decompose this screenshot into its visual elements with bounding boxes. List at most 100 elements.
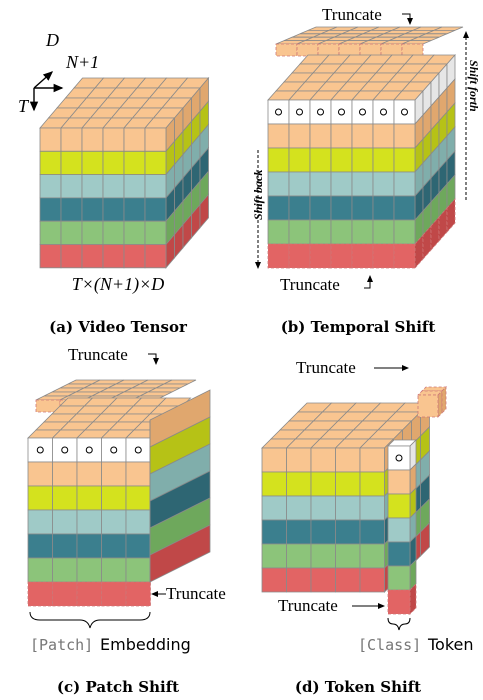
front-cell	[372, 243, 395, 269]
front-cell	[417, 394, 439, 418]
front-cell	[27, 533, 53, 559]
shape-label: T×(N+1)×D	[72, 274, 164, 295]
front-cell	[330, 219, 353, 245]
truncate-label: Truncate	[68, 345, 128, 364]
front-cell	[310, 471, 336, 497]
front-cell	[393, 243, 416, 269]
front-cell	[387, 541, 411, 567]
front-cell	[76, 581, 102, 607]
front-cell	[288, 195, 311, 221]
front-cell	[286, 447, 312, 473]
brace	[29, 611, 151, 629]
front-cell	[76, 461, 102, 487]
front-cell	[393, 123, 416, 149]
marker	[296, 108, 303, 116]
front-cell	[286, 495, 312, 521]
caption: (c) Patch Shift	[57, 678, 179, 696]
caption: (d) Token Shift	[295, 678, 421, 696]
marker	[359, 108, 366, 116]
front-cell	[387, 445, 411, 471]
brace	[387, 617, 411, 631]
front-cell	[267, 147, 290, 173]
front-cell	[351, 219, 374, 245]
front-cell	[125, 581, 151, 607]
front-cell	[102, 127, 125, 152]
front-cell	[372, 195, 395, 221]
front-cell	[81, 150, 104, 176]
front-cell	[39, 174, 62, 199]
front-cell	[123, 127, 146, 152]
front-cell	[261, 447, 287, 473]
front-cell	[144, 220, 167, 245]
front-cell	[359, 543, 385, 569]
truncate-label: Truncate	[166, 584, 226, 603]
side-cell	[420, 522, 430, 557]
front-cell	[101, 509, 127, 535]
marker	[36, 446, 44, 454]
front-cell	[393, 195, 416, 221]
arrow	[148, 353, 159, 365]
front-cell	[393, 99, 416, 125]
front-cell	[310, 567, 336, 593]
front-cell	[351, 123, 374, 149]
front-cell	[309, 99, 332, 125]
front-cell	[52, 437, 78, 463]
side-cell	[441, 386, 447, 414]
marker	[380, 108, 387, 116]
token-label: Token	[427, 635, 474, 654]
front-cell	[123, 174, 146, 199]
front-cell	[76, 557, 102, 583]
front-cell	[387, 589, 411, 615]
front-cell	[102, 174, 125, 199]
front-cell	[309, 195, 332, 221]
front-cell	[125, 509, 151, 535]
front-cell	[288, 243, 311, 269]
front-cell	[125, 557, 151, 583]
truncate-label: Truncate	[296, 358, 356, 377]
front-cell	[144, 174, 167, 199]
front-cell	[101, 533, 127, 559]
front-cell	[52, 485, 78, 511]
front-cell	[372, 219, 395, 245]
front-cell	[351, 147, 374, 173]
front-cell	[81, 197, 104, 222]
caption: (b) Temporal Shift	[281, 318, 436, 336]
front-cell	[102, 220, 125, 245]
front-cell	[123, 150, 146, 176]
front-cell	[351, 99, 374, 125]
front-cell	[359, 519, 385, 545]
front-cell	[144, 244, 167, 269]
side-cell	[409, 583, 417, 615]
side-cell	[199, 193, 209, 229]
front-cell	[27, 461, 53, 487]
front-cell	[330, 243, 353, 269]
front-cell	[261, 519, 287, 545]
front-cell	[102, 150, 125, 176]
marker	[338, 108, 345, 116]
front-cell	[144, 150, 167, 176]
front-cell	[335, 495, 361, 521]
front-cell	[60, 220, 83, 245]
front-cell	[359, 43, 382, 57]
front-cell	[286, 471, 312, 497]
front-cell	[60, 127, 83, 152]
front-cell	[286, 543, 312, 569]
axis-t: T	[18, 96, 30, 116]
front-cell	[317, 43, 340, 57]
front-cell	[310, 519, 336, 545]
front-cell	[267, 123, 290, 149]
marker	[61, 446, 69, 454]
front-cell	[123, 244, 146, 269]
front-cell	[27, 509, 53, 535]
front-cell	[372, 123, 395, 149]
marker	[395, 454, 403, 462]
front-cell	[39, 150, 62, 176]
front-cell	[380, 43, 403, 57]
front-cell	[39, 197, 62, 222]
front-cell	[144, 127, 167, 152]
front-cell	[351, 243, 374, 269]
front-cell	[52, 509, 78, 535]
axes	[29, 71, 64, 112]
front-cell	[261, 495, 287, 521]
